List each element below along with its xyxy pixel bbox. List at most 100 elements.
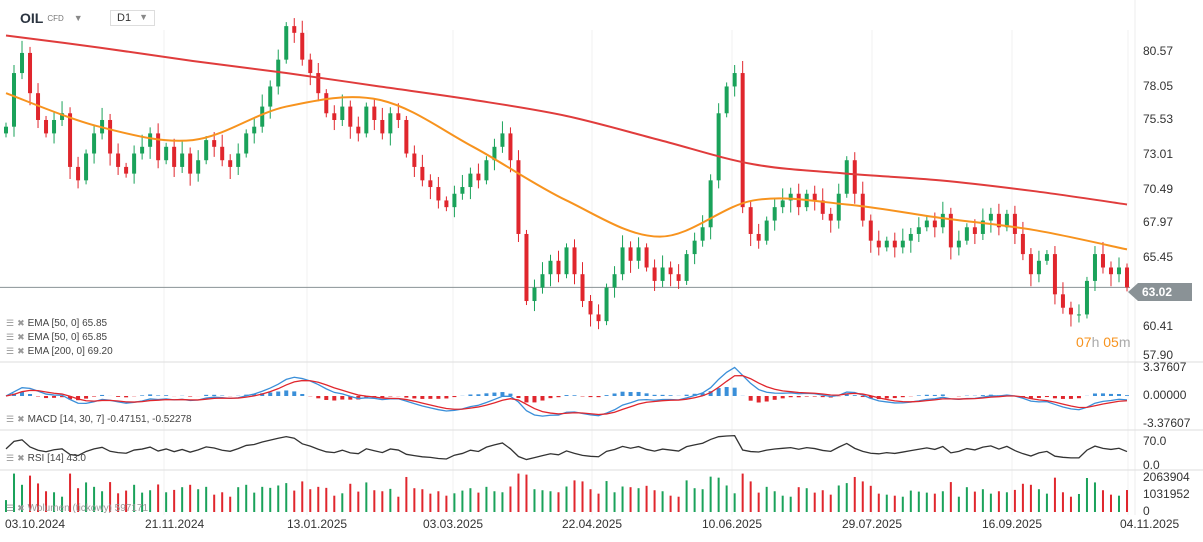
candle-up [388,113,393,134]
macd-histogram-bar [820,396,825,398]
volume-bar [1037,489,1040,512]
macd-histogram-bar [804,396,809,397]
candle-down [396,113,401,120]
candle-up [684,254,689,281]
macd-histogram-bar [772,396,777,400]
volume-bar [877,493,880,512]
candle-up [884,240,889,248]
candle-up [244,133,249,154]
symbol-name: OIL [20,10,44,26]
candle-down [852,160,857,194]
macd-histogram-bar [292,391,297,396]
settings-icon[interactable]: ☰ [6,503,15,513]
volume-bar [949,482,952,512]
close-icon[interactable]: ✖ [17,414,25,424]
volume-bar [645,485,648,512]
y-tick-label: 78.05 [1143,79,1174,93]
close-icon[interactable]: ✖ [17,453,25,463]
timeframe-select[interactable]: D1 ▼ [110,10,155,26]
candle-down [556,260,561,275]
macd-histogram-bar [484,393,489,396]
candle-down [476,173,481,181]
legend-ema50-a[interactable]: ☰ ✖ EMA [50, 0] 65.85 [6,318,107,329]
close-icon[interactable]: ✖ [17,503,25,513]
candle-up [900,240,905,248]
settings-icon[interactable]: ☰ [6,453,15,463]
legend-ema200[interactable]: ☰ ✖ EMA [200, 0] 69.20 [6,346,113,357]
candle-up [964,227,969,241]
candle-down [508,133,513,161]
macd-histogram-bar [716,388,721,396]
candle-up [12,73,17,127]
candle-up [732,73,737,87]
candle-down [316,73,321,94]
candle-up [764,220,769,241]
candle-down [308,59,313,74]
volume-bar [469,488,472,512]
volume-bar [13,473,16,512]
volume-bar [821,490,824,512]
macd-histogram-bar [316,396,321,399]
candle-up [148,133,153,147]
macd-histogram-bar [508,393,513,396]
candle-up [364,106,369,134]
volume-bar [669,495,672,512]
legend-ema50-b[interactable]: ☰ ✖ EMA [50, 0] 65.85 [6,332,107,343]
volume-bar [557,492,560,512]
macd-histogram-bar [420,396,425,399]
macd-histogram-bar [732,387,737,396]
volume-bar [173,489,176,512]
macd-histogram-bar [148,394,153,396]
macd-histogram-bar [724,387,729,396]
macd-histogram-bar [788,396,793,398]
volume-bar [405,476,408,512]
candle-down [436,187,441,201]
macd-histogram-bar [348,396,353,400]
legend-macd[interactable]: ☰ ✖ MACD [14, 30, 7] -0.47151, -0.52278 [6,414,192,425]
macd-histogram-bar [1044,396,1049,398]
legend-rsi[interactable]: ☰ ✖ RSI [14] 43.0 [6,453,86,464]
legend-volume[interactable]: ☰ ✖ Wolumen (tickowy) 597171 [6,503,148,514]
settings-icon[interactable]: ☰ [6,414,15,424]
macd-histogram-bar [140,395,145,396]
close-icon[interactable]: ✖ [17,332,25,342]
chevron-down-icon: ▼ [139,12,148,22]
settings-icon[interactable]: ☰ [6,346,15,356]
candle-down [596,314,601,322]
volume-bar [373,490,376,512]
close-icon[interactable]: ✖ [17,346,25,356]
volume-bar [333,495,336,512]
settings-icon[interactable]: ☰ [6,318,15,328]
macd-histogram-bar [156,395,161,396]
volume-bar [325,487,328,512]
volume-bar [989,493,992,512]
candle-up [484,160,489,181]
symbol-selector[interactable]: OIL CFD ▼ [20,10,83,26]
candle-up [604,287,609,322]
volume-bar [917,491,920,512]
settings-icon[interactable]: ☰ [6,332,15,342]
candle-down [332,113,337,120]
candle-down [820,200,825,214]
volume-bar [381,491,384,512]
candle-down [220,146,225,161]
macd-histogram-bar [668,395,673,396]
candle-down [124,166,129,174]
candle-down [300,32,305,60]
macd-histogram-bar [252,394,257,396]
macd-histogram-bar [572,395,577,396]
volume-bar [349,483,352,512]
macd-histogram-bar [588,396,593,398]
volume-bar [45,491,48,512]
candle-down [628,247,633,261]
volume-bar [221,492,224,512]
close-icon[interactable]: ✖ [17,318,25,328]
x-tick-label: 10.06.2025 [702,517,763,531]
candle-down [588,301,593,315]
macd-histogram-bar [636,391,641,396]
volume-bar [541,490,544,512]
candle-down [228,160,233,167]
x-tick-label: 16.09.2025 [982,517,1043,531]
macd-histogram-bar [380,396,385,398]
